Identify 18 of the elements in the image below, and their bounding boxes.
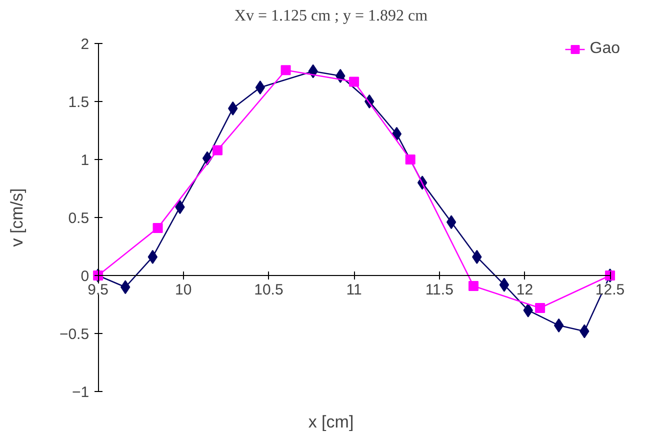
x-tick-label: 9.5 xyxy=(88,282,108,299)
x-axis-title: x [cm] xyxy=(308,412,354,432)
y-axis-title: v [cm/s] xyxy=(8,188,26,247)
y-tick-label: −0.5 xyxy=(59,326,90,344)
x-tick-label: 11.5 xyxy=(425,282,454,299)
chart-title: Xv = 1.125 cm ; y = 1.892 cm xyxy=(234,8,428,24)
y-tick-label: 1.5 xyxy=(68,94,90,111)
y-tick-label: 1 xyxy=(80,152,90,169)
x-tick-label: 11 xyxy=(346,282,362,299)
y-tick-label: 0 xyxy=(80,268,90,286)
x-tick-label: 12 xyxy=(516,282,534,299)
legend-label: Gao xyxy=(590,40,620,58)
y-tick-label: −1 xyxy=(72,384,90,402)
x-tick-label: 10 xyxy=(175,282,192,299)
y-tick-label: 2 xyxy=(80,36,90,53)
x-tick-label: 10.5 xyxy=(254,282,284,299)
y-tick-label: 0.5 xyxy=(68,210,90,227)
x-tick-label: 12.5 xyxy=(595,282,625,299)
